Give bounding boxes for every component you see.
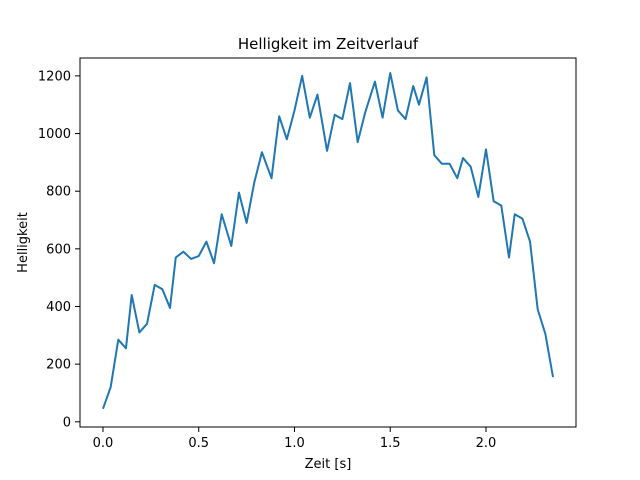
x-axis: 0.0 0.5 1.0 1.5 2.0 <box>93 427 497 451</box>
y-tick-label: 400 <box>46 300 71 315</box>
axes-frame <box>79 57 577 428</box>
y-tick-label: 600 <box>46 242 71 257</box>
y-axis: 0 200 400 600 800 1000 1200 <box>38 69 80 430</box>
x-tick-label: 1.5 <box>380 436 401 451</box>
x-tick-label: 1.0 <box>284 436 305 451</box>
y-tick-label: 0 <box>63 415 71 430</box>
chart-title: Helligkeit im Zeitverlauf <box>238 35 419 53</box>
x-tick-label: 0.5 <box>188 436 209 451</box>
y-tick-label: 1200 <box>38 69 71 84</box>
y-axis-title: Helligkeit <box>16 212 31 273</box>
x-tick-label: 0.0 <box>93 436 114 451</box>
plot-area <box>102 71 555 410</box>
y-tick-label: 1000 <box>38 127 71 142</box>
y-tick-label: 200 <box>46 358 71 373</box>
y-tick-label: 800 <box>46 185 71 200</box>
series-line-helligkeit <box>102 71 555 410</box>
x-tick-label: 2.0 <box>476 436 497 451</box>
x-axis-title: Zeit [s] <box>305 457 352 472</box>
